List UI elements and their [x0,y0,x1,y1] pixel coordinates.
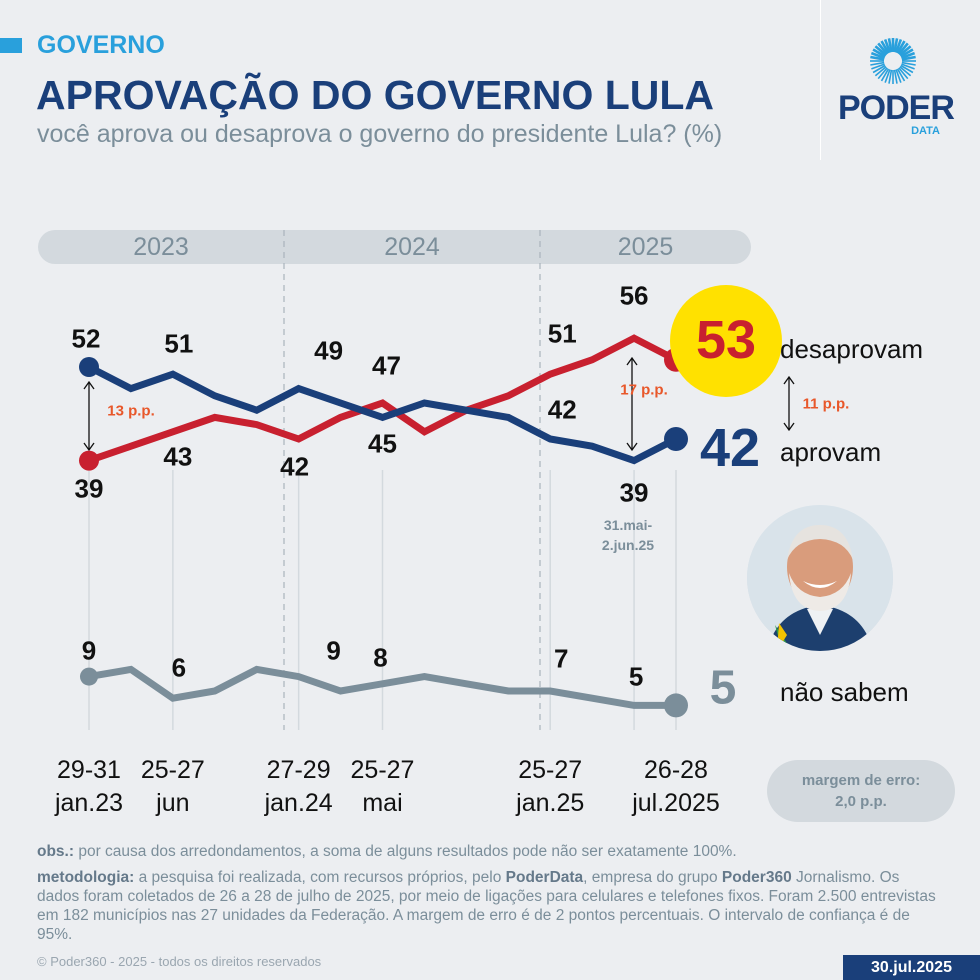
x-axis-label: 26-28 jul.2025 [632,754,720,820]
peak-date-note: 31.mai- 2.jun.25 [602,515,654,555]
method-text-2: , empresa do grupo [583,869,722,886]
data-label-dont-know: 6 [171,652,187,683]
x-label-month: jan.25 [516,789,585,817]
start-point-dont-know [80,667,98,686]
logo-subtext: DATA [911,125,940,137]
x-axis-label: 29-31 jan.23 [55,754,123,820]
year-bar [38,230,751,264]
x-label-days: 25-27 [140,756,205,784]
x-axis-label: 25-27 jan.25 [516,754,584,820]
x-label-month: jul.2025 [632,789,720,817]
sunburst-logo-icon [870,38,916,84]
method-text-3: Jornalismo. Os dados foram coletados de … [37,869,936,943]
difference-latest: 11 p.p. [802,395,850,413]
data-label-disapprove: 47 [372,350,401,381]
series-line-approve [87,363,678,465]
final-dont-know-value: 5 [709,661,737,715]
methodology-note: metodologia: a pesquisa foi realizada, c… [37,868,942,944]
data-label-disapprove: 56 [619,280,649,311]
year-2025: 2025 [617,233,674,261]
data-label-approve: 51 [164,328,194,359]
lula-photo [747,505,893,651]
publication-date: 30.jul.2025 [843,955,980,980]
start-point-approve [79,357,99,377]
difference-arrow-peak-heads [626,356,638,452]
difference-arrow-latest-heads [783,375,795,432]
data-label-dont-know: 7 [553,643,569,674]
highlight-circle [670,285,782,397]
x-axis-label: 25-27 mai [351,754,415,820]
data-label-approve: 52 [71,323,101,354]
difference-arrow-first-heads [83,380,95,452]
x-axis-label: 27-29 jan.24 [265,754,333,820]
x-axis-label: 25-27 jun [141,754,205,820]
section-marker [0,38,22,53]
x-label-days: 26-28 [644,756,708,784]
method-bold-1: PoderData [505,869,584,886]
obs-text: por causa dos arredondamentos, a soma de… [74,843,737,860]
x-label-month: jun [156,789,190,817]
peak-date-line1: 31.mai- [603,517,653,533]
end-point-approve [664,427,688,451]
x-label-days: 29-31 [57,756,121,784]
data-label-dont-know: 5 [628,661,644,692]
difference-peak: 17 p.p. [620,381,668,399]
data-label-approve: 42 [547,394,577,425]
legend-approve: aprovam [780,437,882,467]
year-2024: 2024 [384,233,440,261]
final-disapprove-value: 53 [695,310,757,370]
data-label-approve: 49 [314,335,344,366]
series-line-disapprove [87,334,678,464]
x-label-days: 25-27 [350,756,415,784]
x-label-month: mai [362,789,403,817]
peak-date-line2: 2.jun.25 [601,537,655,553]
difference-first: 13 p.p. [107,402,155,420]
series-line-dont-know [88,665,676,709]
poderdata-logo: PODER DATA [838,36,955,137]
x-label-days: 27-29 [266,756,331,784]
method-text-1: a pesquisa foi realizada, com recursos p… [134,869,506,886]
margin-label: margem de erro: [801,772,921,789]
x-label-month: jan.23 [54,789,124,817]
data-label-dont-know: 8 [373,642,388,673]
page-title: APROVAÇÃO DO GOVERNO LULA [36,72,715,118]
data-label-approve: 45 [368,428,397,459]
data-label-disapprove: 42 [280,451,310,482]
header-divider [820,0,821,160]
legend-disapprove: desaprovam [780,334,924,364]
margin-value: 2,0 p.p. [835,793,887,810]
year-2023: 2023 [133,233,189,261]
data-label-dont-know: 9 [81,635,97,666]
data-label-disapprove: 39 [74,473,104,504]
method-bold-2: Poder360 [721,869,792,886]
subtitle: você aprova ou desaprova o governo do pr… [37,120,723,148]
data-label-disapprove: 43 [163,441,193,472]
observation-note: obs.: por causa dos arredondamentos, a s… [37,843,937,861]
data-label-dont-know: 9 [326,635,341,666]
x-label-days: 25-27 [518,756,583,784]
obs-label: obs.: [37,843,75,860]
copyright: © Poder360 - 2025 - todos os direitos re… [37,954,322,969]
legend-dont-know: não sabem [780,677,909,707]
data-label-disapprove: 51 [547,318,577,349]
method-label: metodologia: [37,869,135,886]
logo-text: PODER [838,89,955,127]
final-approve-value: 42 [699,418,761,478]
x-label-month: jan.24 [264,789,333,817]
section-label: GOVERNO [37,31,165,59]
end-point-dont-know [664,693,688,718]
portrait-image [747,505,893,651]
start-point-disapprove [79,450,99,471]
margin-of-error-badge: margem de erro: 2,0 p.p. [767,760,955,822]
data-label-approve: 39 [619,477,649,508]
